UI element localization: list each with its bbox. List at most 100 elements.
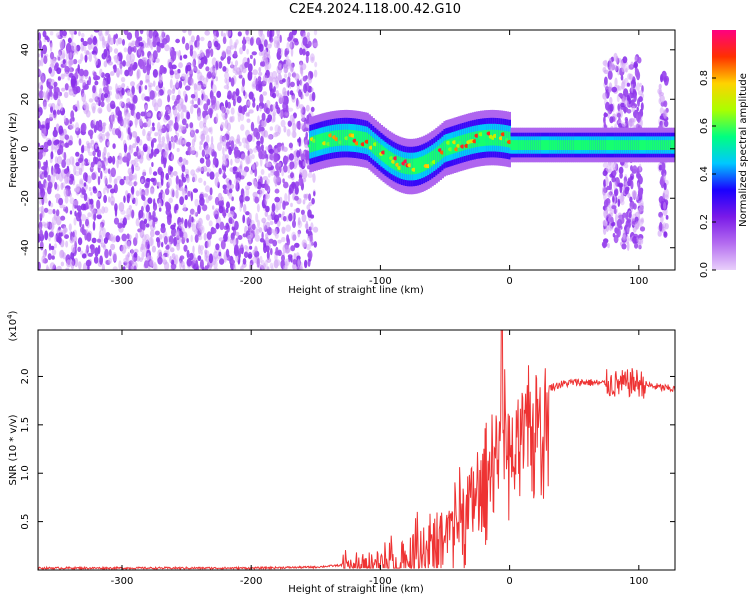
spectrogram-tone-band [567,140,570,150]
spectrogram-noise-cell [159,64,165,74]
spectrogram-noise-cell [251,163,256,170]
spectrogram-noise-cell [613,52,618,62]
spectrogram-noise-cell [166,244,170,250]
spectrogram-noise-cell [300,262,303,268]
spectrogram-noise-cell [260,135,264,145]
spectrogram-noise-cell [101,263,105,270]
spectrogram-noise-cell [226,56,232,62]
spectrogram-noise-cell [97,124,103,132]
spectrogram-noise-cell [145,117,152,128]
spectrogram-noise-cell [602,186,606,196]
spectrogram-noise-cell [203,180,207,186]
spectrogram-noise-cell [59,39,65,50]
spectrogram-noise-cell [41,195,45,206]
spectrogram-noise-cell [130,265,134,270]
spectrogram-tone-band [536,140,540,150]
spectrogram-noise-cell [126,53,132,63]
spectrogram-noise-cell [88,186,92,192]
spectrogram-noise-cell [248,71,253,76]
spectrogram-tone-band [339,129,343,146]
spectrogram-noise-cell [205,66,210,72]
spectrogram-noise-cell [240,265,244,270]
spectrogram-noise-cell [80,122,87,133]
spectrogram-noise-cell [50,151,54,160]
spectrogram-noise-cell [123,47,128,53]
spectrogram-noise-cell [91,237,97,244]
spectrogram-noise-cell [245,211,250,216]
spectrogram-noise-cell [259,188,265,195]
spectrogram-noise-cell [150,185,154,195]
spectrogram-noise-cell [230,61,234,69]
spectrogram-noise-cell [131,85,135,96]
spectrogram-noise-cell [107,85,113,91]
spectrogram-noise-cell [612,170,617,177]
spectrogram-noise-cell [116,72,120,78]
spectrogram-noise-cell [69,123,75,130]
spectrogram-noise-cell [41,124,45,129]
spectrogram-noise-cell [612,233,616,238]
spectrogram-noise-cell [110,114,116,125]
spectrogram-noise-cell [607,191,612,198]
spectrogram-noise-cell [616,232,620,239]
spectrogram-noise-cell [56,54,62,61]
spectrogram-noise-cell [94,57,99,66]
spectrogram-x-tick-label: 100 [629,276,648,287]
spectrogram-noise-cell [121,233,127,242]
spectrogram-noise-cell [269,34,272,41]
spectrogram-tone-band [634,140,637,150]
spectrogram-noise-cell [611,176,617,183]
spectrogram-noise-cell [231,226,235,231]
spectrogram-noise-cell [271,265,274,270]
spectrogram-noise-cell [182,158,187,166]
spectrogram-noise-cell [127,167,133,176]
spectrogram-noise-cell [43,163,48,173]
spectrogram-noise-cell [272,76,277,83]
spectrogram-noise-cell [627,192,631,199]
spectrogram-noise-cell [95,75,101,80]
spectrogram-noise-cell [161,241,164,248]
spectrogram-noise-cell [273,152,279,163]
spectrogram-noise-cell [38,59,42,67]
spectrogram-noise-cell [139,59,145,70]
spectrogram-noise-cell [263,52,269,61]
spectrogram-noise-cell [603,199,609,208]
spectrogram-noise-cell [268,148,274,155]
spectrogram-noise-cell [218,237,224,242]
snr-y-tick-label: 0.5 [20,514,31,530]
spectrogram-noise-cell [87,212,92,218]
spectrogram-noise-cell [229,238,234,244]
spectrogram-tone-band [372,137,375,154]
spectrogram-noise-cell [620,74,624,81]
spectrogram-noise-cell [152,50,158,60]
spectrogram-noise-cell [222,184,227,190]
spectrogram-noise-cell [273,132,279,138]
figure-title: C2E4.2024.118.00.42.G10 [288,2,462,17]
spectrogram-noise-cell [243,143,247,149]
spectrogram-noise-cell [138,42,144,47]
spectrogram-noise-cell [181,172,184,182]
spectrogram-tone-band [553,140,556,150]
spectrogram-noise-cell [45,122,50,130]
spectrogram-noise-cell [234,60,239,67]
spectrogram-tone-band [461,134,465,151]
spectrogram-noise-cell [77,237,83,246]
spectrogram-y-tick-label: 40 [20,43,31,56]
spectrogram-noise-cell [274,178,278,187]
spectrogram-noise-cell [206,71,212,79]
spectrogram-noise-cell [182,104,187,113]
spectrogram-noise-cell [631,190,637,198]
spectrogram-noise-cell [177,103,182,112]
spectrogram-noise-cell [637,90,644,96]
spectrogram-noise-cell [231,196,234,202]
spectrogram-noise-cell [256,263,262,269]
spectrogram-tone-band [394,154,398,171]
spectrogram-noise-cell [235,177,241,184]
spectrogram-noise-cell [91,172,97,181]
spectrogram-noise-cell [52,110,57,116]
spectrogram-noise-cell [313,241,318,248]
spectrogram-noise-cell [193,66,198,72]
spectrogram-tone-band [427,153,430,170]
spectrogram-noise-cell [41,44,48,55]
spectrogram-tone-band [518,140,522,150]
spectrogram-noise-cell [618,123,623,128]
